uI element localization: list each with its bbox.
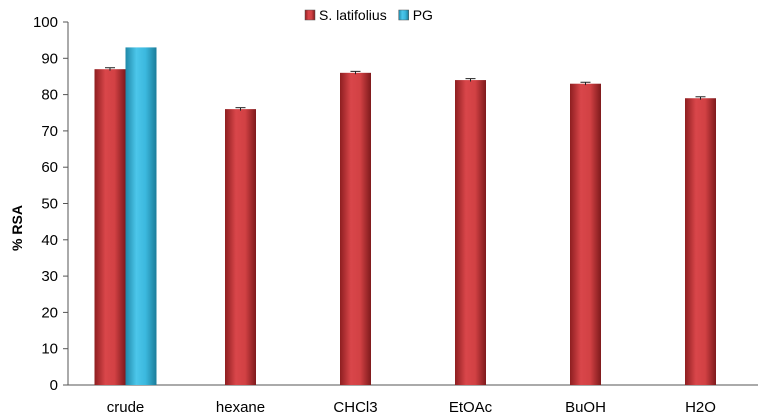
y-tick-label: 30 (41, 268, 58, 285)
bar-s-latifolius-crude (94, 69, 126, 385)
bar-s-latifolius-buoh (570, 83, 601, 386)
y-tick-label: 70 (41, 123, 58, 140)
x-tick-label: BuOH (565, 399, 606, 413)
y-tick-label: 40 (41, 232, 58, 249)
y-tick-label: 80 (41, 87, 58, 104)
y-ticks: 0 10 20 30 40 50 60 70 80 90 100 (33, 14, 68, 394)
y-tick-label: 100 (33, 14, 58, 31)
bar-s-latifolius-etoac (455, 80, 486, 385)
x-tick-label: EtOAc (449, 399, 493, 413)
axes (67, 22, 758, 386)
y-tick-label: 60 (41, 159, 58, 176)
legend-label: PG (413, 7, 433, 23)
bar-s-latifolius-h2o (685, 98, 716, 385)
x-tick-label: H2O (685, 399, 716, 413)
legend-label: S. latifolius (319, 7, 387, 23)
legend: S. latifolius PG (304, 7, 433, 23)
legend-swatch (304, 9, 316, 21)
bars (94, 47, 716, 386)
bar-s-latifolius-hexane (225, 109, 256, 386)
legend-swatch (398, 9, 409, 21)
y-tick-label: 50 (41, 196, 58, 213)
x-tick-label: hexane (216, 399, 265, 413)
y-tick-label: 90 (41, 50, 58, 67)
bar-s-latifolius-chcl3 (340, 72, 371, 385)
y-tick-label: 10 (41, 341, 58, 358)
x-tick-label: CHCl3 (333, 399, 377, 413)
y-axis-label: % RSA (9, 205, 25, 251)
y-tick-label: 0 (50, 377, 58, 394)
bar-pg-crude (125, 47, 157, 385)
x-tick-label: crude (107, 399, 145, 413)
x-ticks: crude hexane CHCl3 EtOAc BuOH H2O (107, 399, 716, 413)
y-tick-label: 20 (41, 304, 58, 321)
